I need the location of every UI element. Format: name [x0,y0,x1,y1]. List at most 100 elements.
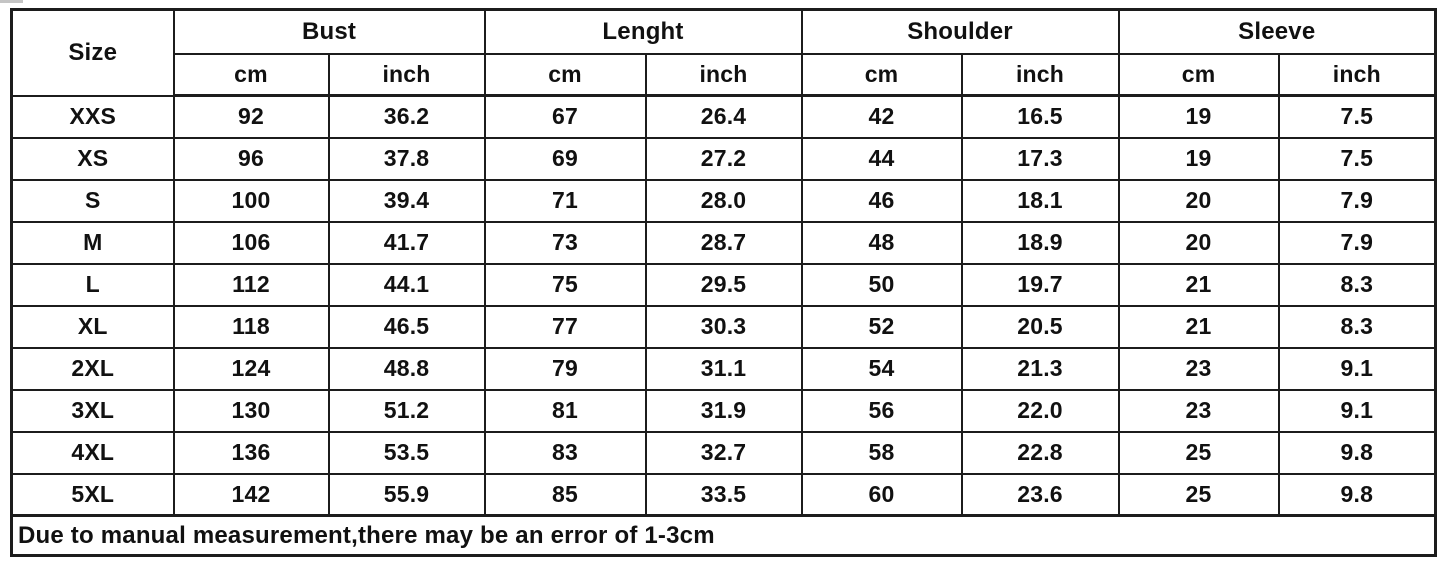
length-inch-value: 28.0 [644,178,803,223]
table-row: XL 118 46.5 77 30.3 52 20.5 21 8.3 [10,304,1437,349]
size-column-header: Size [10,8,175,97]
sleeve-cm-value: 23 [1117,346,1280,391]
shoulder-inch-value: 19.7 [960,262,1120,307]
length-inch-value: 32.7 [644,430,803,475]
length-cm-header: cm [483,52,647,97]
bust-cm-value: 92 [172,94,330,139]
sleeve-group-header: Sleeve [1117,8,1437,55]
size-chart-table: Size Bust Lenght Shoulder Sleeve cm inch… [10,8,1438,557]
shoulder-cm-value: 56 [800,388,963,433]
size-chart-body: XXS 92 36.2 67 26.4 42 16.5 19 7.5 XS 96… [10,94,1437,517]
bust-inch-value: 44.1 [327,262,486,307]
bust-inch-header: inch [327,52,486,97]
shoulder-inch-value: 18.1 [960,178,1120,223]
bust-cm-value: 130 [172,388,330,433]
table-row: XXS 92 36.2 67 26.4 42 16.5 19 7.5 [10,94,1437,139]
bust-inch-value: 39.4 [327,178,486,223]
bust-cm-value: 142 [172,472,330,517]
table-row: M 106 41.7 73 28.7 48 18.9 20 7.9 [10,220,1437,265]
bust-inch-value: 46.5 [327,304,486,349]
bust-group-header: Bust [172,8,486,55]
bust-inch-value: 51.2 [327,388,486,433]
sleeve-inch-header: inch [1277,52,1437,97]
sleeve-cm-value: 19 [1117,136,1280,181]
table-row: 5XL 142 55.9 85 33.5 60 23.6 25 9.8 [10,472,1437,517]
length-cm-value: 75 [483,262,647,307]
shoulder-cm-value: 46 [800,178,963,223]
measurement-disclaimer: Due to manual measurement,there may be a… [10,514,1437,557]
sleeve-cm-value: 20 [1117,220,1280,265]
sleeve-cm-value: 25 [1117,430,1280,475]
row-size-label: XS [10,136,175,181]
shoulder-cm-value: 44 [800,136,963,181]
bust-cm-value: 96 [172,136,330,181]
bust-cm-header: cm [172,52,330,97]
length-inch-value: 30.3 [644,304,803,349]
table-row: S 100 39.4 71 28.0 46 18.1 20 7.9 [10,178,1437,223]
shoulder-cm-value: 50 [800,262,963,307]
sleeve-inch-value: 8.3 [1277,262,1437,307]
shoulder-inch-value: 18.9 [960,220,1120,265]
bust-cm-value: 118 [172,304,330,349]
bust-cm-value: 124 [172,346,330,391]
size-chart-header: Size Bust Lenght Shoulder Sleeve cm inch… [10,8,1437,97]
shoulder-group-header: Shoulder [800,8,1120,55]
sleeve-cm-value: 19 [1117,94,1280,139]
sleeve-inch-value: 7.9 [1277,220,1437,265]
shoulder-cm-header: cm [800,52,963,97]
sleeve-cm-value: 21 [1117,304,1280,349]
scan-artifact-mark [0,0,23,3]
shoulder-cm-value: 52 [800,304,963,349]
shoulder-cm-value: 54 [800,346,963,391]
shoulder-inch-value: 16.5 [960,94,1120,139]
length-cm-value: 67 [483,94,647,139]
sleeve-inch-value: 7.9 [1277,178,1437,223]
length-cm-value: 81 [483,388,647,433]
sleeve-cm-value: 23 [1117,388,1280,433]
table-row: 4XL 136 53.5 83 32.7 58 22.8 25 9.8 [10,430,1437,475]
row-size-label: 3XL [10,388,175,433]
bust-inch-value: 48.8 [327,346,486,391]
sleeve-inch-value: 8.3 [1277,304,1437,349]
length-cm-value: 71 [483,178,647,223]
bust-inch-value: 36.2 [327,94,486,139]
shoulder-cm-value: 60 [800,472,963,517]
shoulder-inch-value: 22.8 [960,430,1120,475]
sleeve-inch-value: 9.8 [1277,430,1437,475]
shoulder-cm-value: 42 [800,94,963,139]
sleeve-inch-value: 7.5 [1277,136,1437,181]
sleeve-inch-value: 9.8 [1277,472,1437,517]
table-row: L 112 44.1 75 29.5 50 19.7 21 8.3 [10,262,1437,307]
sleeve-inch-value: 7.5 [1277,94,1437,139]
row-size-label: S [10,178,175,223]
bust-inch-value: 37.8 [327,136,486,181]
shoulder-inch-value: 17.3 [960,136,1120,181]
bust-cm-value: 100 [172,178,330,223]
table-row: 3XL 130 51.2 81 31.9 56 22.0 23 9.1 [10,388,1437,433]
length-inch-value: 26.4 [644,94,803,139]
length-cm-value: 77 [483,304,647,349]
length-cm-value: 69 [483,136,647,181]
bust-inch-value: 41.7 [327,220,486,265]
row-size-label: 5XL [10,472,175,517]
row-size-label: XL [10,304,175,349]
shoulder-cm-value: 48 [800,220,963,265]
row-size-label: L [10,262,175,307]
row-size-label: XXS [10,94,175,139]
bust-cm-value: 136 [172,430,330,475]
row-size-label: 2XL [10,346,175,391]
size-chart-footer: Due to manual measurement,there may be a… [10,514,1437,557]
row-size-label: M [10,220,175,265]
sleeve-cm-value: 20 [1117,178,1280,223]
shoulder-inch-value: 20.5 [960,304,1120,349]
length-group-header: Lenght [483,8,803,55]
unit-header-row: cm inch cm inch cm inch cm inch [12,52,1437,97]
length-inch-value: 27.2 [644,136,803,181]
length-inch-value: 29.5 [644,262,803,307]
sleeve-inch-value: 9.1 [1277,388,1437,433]
bust-inch-value: 55.9 [327,472,486,517]
length-cm-value: 83 [483,430,647,475]
table-row: XS 96 37.8 69 27.2 44 17.3 19 7.5 [10,136,1437,181]
shoulder-inch-value: 22.0 [960,388,1120,433]
